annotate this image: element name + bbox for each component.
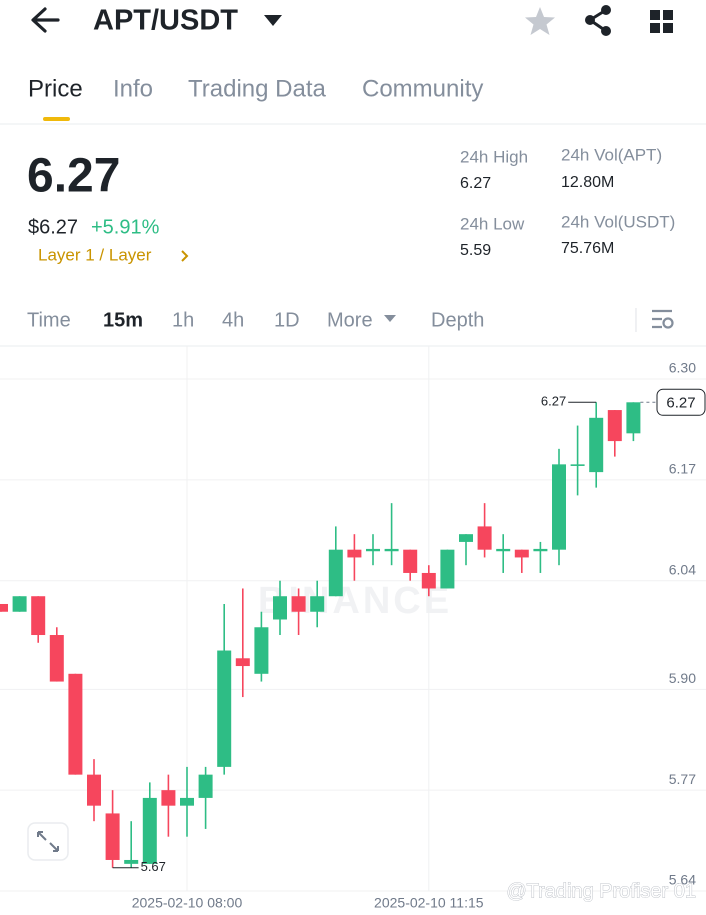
settings-gear	[662, 317, 674, 329]
sector-chevron[interactable]	[181, 250, 189, 262]
candle-body	[570, 464, 585, 466]
candle-body	[459, 534, 473, 542]
stat-value: 75.76M	[561, 240, 614, 257]
candle-body	[198, 774, 213, 798]
interval[interactable]: Depth	[431, 309, 484, 331]
watermark: BINANCE	[258, 580, 452, 622]
stat-value: 6.27	[460, 175, 491, 192]
stat-value: 12.80M	[561, 174, 614, 191]
candle-body	[347, 549, 362, 558]
stat-value: 5.59	[460, 242, 491, 259]
layout-square	[663, 10, 673, 20]
candle-body	[273, 596, 287, 620]
low-marker-label: 5.67	[141, 859, 166, 874]
price-change: +5.91%	[91, 216, 160, 238]
stat-label: 24h Vol(USDT)	[561, 212, 675, 231]
tab[interactable]: Community	[362, 75, 483, 102]
candle-body	[552, 464, 566, 550]
candle-body	[328, 549, 343, 597]
more-dropdown[interactable]	[384, 315, 396, 322]
settings-lines	[652, 309, 672, 329]
back-button[interactable]	[31, 7, 60, 33]
y-tick-label: 5.77	[669, 771, 696, 787]
interval[interactable]: 15m	[103, 309, 143, 331]
candle-body	[217, 650, 232, 767]
interval[interactable]: More	[327, 309, 373, 331]
y-tick-label: 5.90	[669, 670, 696, 686]
candle-body	[310, 596, 325, 612]
candle-body	[589, 417, 604, 473]
candle-body	[496, 548, 511, 552]
candle-body	[142, 797, 157, 864]
stat-label: 24h Low	[460, 214, 525, 233]
candle-body	[291, 596, 306, 612]
y-tick-label: 6.30	[669, 360, 696, 376]
last-price-box	[656, 388, 706, 416]
expand-icon	[37, 831, 59, 852]
layout-button[interactable]	[650, 10, 673, 33]
candle-body	[254, 627, 269, 674]
layout-square	[663, 23, 673, 33]
share-button[interactable]	[585, 5, 611, 36]
candlestick-chart: BINANCE 6.30 6.17 6.04 5.90 5.77 5.64 2025-02-1…	[0, 346, 706, 911]
candle-body	[403, 549, 418, 573]
candle-body	[124, 859, 139, 864]
active-tab-indicator	[43, 117, 70, 121]
fiat-price: $6.27	[28, 216, 78, 238]
candle-body	[87, 774, 101, 806]
share-lines	[587, 8, 607, 33]
back-arrow[interactable]	[31, 7, 60, 33]
sector-tag[interactable]: Layer 1 / Layer	[38, 245, 152, 264]
expand-box	[27, 822, 69, 861]
candle-body	[105, 813, 120, 860]
stat-label: 24h Vol(APT)	[561, 145, 662, 164]
candle-body	[49, 635, 64, 682]
high-marker-label: 6.27	[541, 394, 566, 409]
candle-body	[31, 596, 46, 636]
candle-body	[235, 658, 250, 667]
tab[interactable]: Trading Data	[188, 75, 327, 102]
x-tick-label: 2025-02-10 11:15	[374, 895, 484, 911]
expand-button[interactable]	[27, 822, 69, 861]
candle-body	[421, 572, 436, 589]
interval[interactable]: 1D	[274, 309, 300, 331]
favorite-star[interactable]	[525, 7, 555, 35]
candle-body	[440, 549, 455, 589]
pair-dropdown[interactable]	[264, 15, 282, 26]
candle-body	[0, 603, 8, 612]
tab[interactable]: Price	[28, 75, 83, 102]
y-tick-label: 5.64	[669, 872, 696, 888]
y-tick-label: 6.17	[669, 461, 696, 477]
candle-body	[607, 410, 622, 442]
candle-body	[514, 549, 529, 558]
candle-body	[477, 526, 492, 550]
candle-body	[366, 548, 380, 552]
candle-body	[533, 548, 548, 552]
candle-body	[626, 402, 641, 434]
x-tick-label: 2025-02-10 08:00	[132, 895, 243, 911]
candle-body	[12, 596, 27, 612]
layout-square	[650, 10, 660, 20]
last-price: 6.27	[27, 150, 120, 203]
candle-body	[161, 790, 176, 806]
candle-body	[68, 673, 83, 775]
interval[interactable]: Time	[27, 309, 71, 331]
credit-watermark: @Trading Profiser 01	[506, 880, 696, 902]
y-tick-label: 6.04	[669, 561, 696, 577]
interval[interactable]: 1h	[172, 309, 194, 331]
layout-square	[650, 23, 660, 33]
tab[interactable]: Info	[113, 75, 153, 102]
pair-title[interactable]: APT/USDT	[93, 5, 238, 37]
last-price-label: 6.27	[666, 394, 695, 411]
interval[interactable]: 4h	[222, 309, 244, 331]
stat-label: 24h High	[460, 147, 528, 166]
chart-settings[interactable]	[652, 309, 674, 329]
candle-body	[180, 797, 194, 806]
candle-body	[384, 548, 399, 552]
